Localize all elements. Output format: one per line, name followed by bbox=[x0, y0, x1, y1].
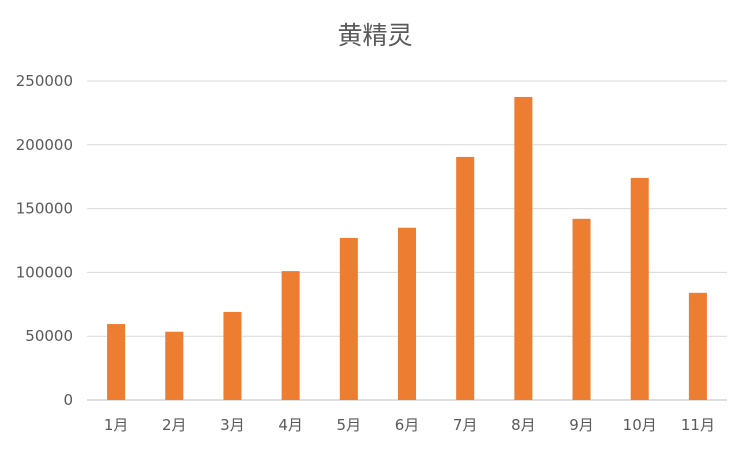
bar bbox=[165, 331, 184, 400]
bar bbox=[397, 227, 417, 400]
x-tick-label: 5月 bbox=[337, 416, 362, 434]
bar bbox=[630, 177, 649, 400]
x-tick-label: 6月 bbox=[395, 416, 420, 434]
y-tick-label: 50000 bbox=[25, 327, 73, 345]
x-tick-label: 10月 bbox=[623, 416, 657, 434]
bar bbox=[281, 271, 300, 400]
bar bbox=[456, 156, 475, 400]
bar bbox=[339, 237, 358, 400]
bars bbox=[107, 96, 707, 400]
x-tick-label: 9月 bbox=[569, 416, 594, 434]
bar bbox=[514, 96, 533, 400]
x-tick-label: 2月 bbox=[162, 416, 187, 434]
y-tick-label: 250000 bbox=[16, 72, 73, 90]
x-tick-label: 3月 bbox=[220, 416, 245, 434]
x-axis-tick-labels: 1月 2月 3月 4月 5月 6月 7月 8月 9月 10月 11月 bbox=[104, 416, 715, 434]
y-axis-tick-labels: 0 50000 100000 150000 200000 250000 bbox=[16, 72, 73, 409]
y-tick-label: 0 bbox=[63, 391, 73, 409]
bar bbox=[572, 218, 591, 400]
y-tick-label: 100000 bbox=[16, 263, 73, 281]
x-tick-label: 7月 bbox=[453, 416, 478, 434]
x-tick-label: 4月 bbox=[278, 416, 303, 434]
bar bbox=[107, 324, 126, 400]
x-tick-label: 8月 bbox=[511, 416, 536, 434]
x-tick-label: 1月 bbox=[104, 416, 129, 434]
bar bbox=[688, 292, 707, 400]
x-tick-label: 11月 bbox=[681, 416, 715, 434]
y-tick-label: 150000 bbox=[16, 200, 73, 218]
chart-title: 黄精灵 bbox=[337, 21, 412, 50]
y-tick-label: 200000 bbox=[16, 136, 73, 154]
bar bbox=[223, 311, 242, 400]
